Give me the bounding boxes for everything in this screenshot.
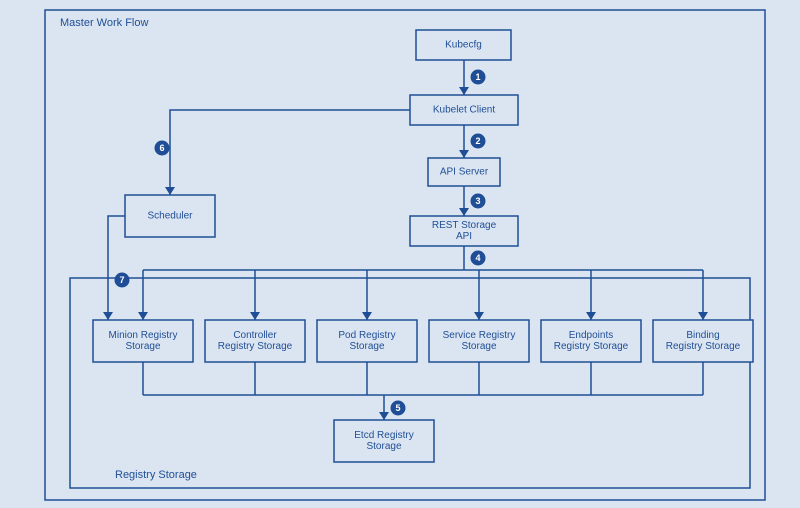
- node-label-kubelet-0: Kubelet Client: [433, 105, 495, 116]
- node-label-pod-0: Pod Registry: [338, 330, 395, 341]
- node-label-minion-1: Storage: [125, 341, 160, 352]
- flowchart-canvas: Master Work Flow Registry Storage Kubecfg K…: [0, 0, 800, 508]
- node-label-minion-0: Minion Registry: [109, 330, 178, 341]
- step-badge-label-4: 4: [475, 253, 480, 263]
- node-label-scheduler-0: Scheduler: [147, 211, 193, 222]
- node-label-rest-0: REST Storage: [432, 220, 497, 231]
- node-label-binding-1: Registry Storage: [666, 341, 741, 352]
- step-badge-label-2: 2: [475, 136, 480, 146]
- node-label-binding-0: Binding: [686, 330, 719, 341]
- step-badge-label-5: 5: [395, 403, 400, 413]
- container-label-master: Master Work Flow: [60, 17, 148, 29]
- node-label-controller-0: Controller: [233, 330, 277, 341]
- node-label-kubecfg-0: Kubecfg: [445, 40, 482, 51]
- node-label-rest-1: API: [456, 231, 472, 242]
- node-label-etcd-0: Etcd Registry: [354, 430, 413, 441]
- node-label-endpoints-1: Registry Storage: [554, 341, 629, 352]
- node-label-service-1: Storage: [461, 341, 496, 352]
- step-badge-label-3: 3: [475, 196, 480, 206]
- node-label-pod-1: Storage: [349, 341, 384, 352]
- node-label-service-0: Service Registry: [443, 330, 516, 341]
- node-label-controller-1: Registry Storage: [218, 341, 293, 352]
- step-badge-label-6: 6: [159, 143, 164, 153]
- step-badge-label-1: 1: [475, 72, 480, 82]
- node-label-endpoints-0: Endpoints: [569, 330, 613, 341]
- node-label-apiserver-0: API Server: [440, 167, 489, 178]
- step-badge-label-7: 7: [119, 275, 124, 285]
- node-label-etcd-1: Storage: [366, 441, 401, 452]
- container-label-registry: Registry Storage: [115, 469, 197, 481]
